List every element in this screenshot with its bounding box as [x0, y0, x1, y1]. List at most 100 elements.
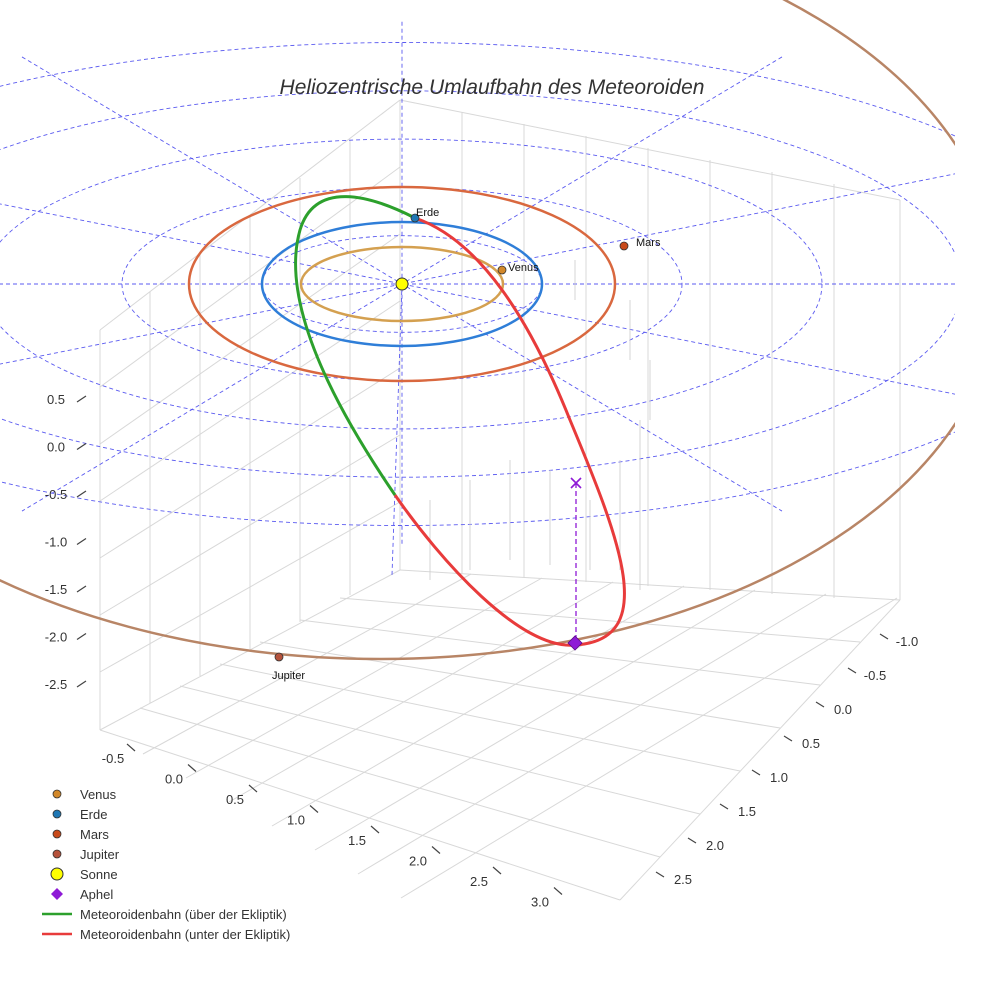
floor-grid-line	[185, 577, 543, 779]
floor-grid-line	[299, 619, 821, 686]
x-tick-label: -0.5	[102, 751, 124, 766]
meteoroid-orbit-below-segment	[393, 216, 626, 647]
orbit-erde	[260, 220, 544, 348]
y-tick-mark	[751, 769, 761, 776]
meteoroid-orbit	[294, 195, 626, 647]
z-tick-label: -1.0	[45, 535, 67, 550]
x-tick-mark	[553, 887, 563, 895]
wall-grid-line	[99, 367, 401, 559]
z-tick-label: 0.0	[47, 440, 65, 455]
x-tick-mark	[370, 825, 380, 834]
aphel-projection	[567, 477, 583, 651]
z-tick-mark	[76, 633, 87, 640]
y-tick-mark	[719, 803, 729, 810]
z-tick-label: -1.5	[45, 582, 67, 597]
y-axis-ticks: -1.0 -0.5 0.0 0.5 1.0 1.5 2.0 2.5	[655, 633, 918, 887]
z-tick-mark	[76, 490, 87, 498]
x-tick-label: 3.0	[531, 895, 549, 910]
wall-grid-line	[99, 300, 401, 502]
x-tick-mark	[431, 846, 441, 854]
z-tick-mark	[76, 538, 87, 545]
planet-erde-marker	[410, 213, 420, 223]
x-tick-mark	[309, 805, 319, 813]
y-tick-mark	[655, 871, 665, 878]
floor-grid-line	[314, 589, 756, 851]
y-tick-label: 0.5	[802, 736, 820, 751]
z-axis-ticks: 0.5 0.0 -0.5 -1.0 -1.5 -2.0 -2.5	[45, 392, 87, 692]
x-tick-mark	[492, 866, 502, 875]
legend-label-2: Mars	[80, 827, 109, 842]
ecliptic-reference-grid	[0, 21, 955, 576]
planet-venus-marker	[497, 265, 507, 275]
z-tick-label: 0.5	[47, 392, 65, 407]
legend-marker-2	[52, 829, 62, 839]
x-tick-label: 2.0	[409, 854, 427, 869]
legend-marker-0	[52, 789, 62, 799]
y-tick-label: -1.0	[896, 634, 918, 649]
y-tick-label: 1.5	[738, 804, 756, 819]
y-tick-label: 0.0	[834, 702, 852, 717]
z-tick-mark	[76, 680, 87, 688]
meteoroid-orbit-above-segment	[294, 195, 416, 496]
y-tick-label: 2.5	[674, 872, 692, 887]
orbit-mars	[187, 185, 617, 383]
floor-grid-line	[142, 573, 472, 755]
y-tick-mark	[687, 837, 697, 844]
box-edge	[619, 599, 901, 901]
x-tick-mark	[248, 784, 258, 793]
legend-label-5: Aphel	[80, 887, 113, 902]
wall-grid-line	[99, 434, 401, 616]
planet-mars-marker	[619, 241, 629, 251]
sun-marker	[395, 277, 409, 291]
legend-label-6: Meteoroidenbahn (über der Ekliptik)	[80, 907, 287, 922]
wall-grid-line	[99, 166, 401, 388]
floor-grid-line	[179, 685, 701, 815]
x-tick-mark	[187, 764, 197, 772]
y-tick-mark	[815, 701, 825, 708]
x-tick-label: 1.0	[287, 813, 305, 828]
scene-box-grid	[99, 99, 901, 901]
x-axis-ticks: -0.5 0.0 0.5 1.0 1.5 2.0 2.5 3.0	[102, 743, 563, 910]
floor-grid-line	[357, 593, 827, 875]
legend-marker-1	[52, 809, 62, 819]
wall-grid-line	[99, 233, 401, 445]
x-tick-label: 0.5	[226, 792, 244, 807]
legend-label-3: Jupiter	[80, 847, 120, 862]
y-tick-label: 1.0	[770, 770, 788, 785]
z-tick-label: -0.5	[45, 487, 67, 502]
legend: Venus Erde Mars Jupiter Sonne Aphel Meteoroide…	[42, 787, 290, 942]
floor-grid-line	[228, 581, 614, 803]
aphel-projection-marker	[570, 477, 582, 489]
aphel-marker	[567, 635, 583, 651]
legend-label-4: Sonne	[80, 867, 118, 882]
floor-grid-line	[219, 663, 741, 772]
legend-label-0: Venus	[80, 787, 117, 802]
x-tick-label: 0.0	[165, 772, 183, 787]
chart-title: Heliozentrische Umlaufbahn des Meteoroid…	[280, 76, 705, 99]
planet-jupiter-marker	[274, 652, 284, 662]
x-tick-mark	[126, 743, 136, 752]
planet-erde-label: Erde	[416, 207, 439, 219]
y-tick-label: 2.0	[706, 838, 724, 853]
floor-grid-line	[139, 707, 661, 858]
floor-grid-line	[339, 597, 861, 643]
floor-grid-line	[400, 597, 898, 899]
z-tick-mark	[76, 585, 87, 593]
orbit-drop-lines	[429, 260, 651, 590]
y-tick-label: -0.5	[864, 668, 886, 683]
y-tick-mark	[847, 667, 857, 674]
ecliptic-circle	[0, 90, 955, 478]
legend-label-7: Meteoroidenbahn (unter der Ekliptik)	[80, 927, 290, 942]
legend-marker-3	[52, 849, 62, 859]
planet-orbits	[0, 0, 955, 661]
x-tick-label: 1.5	[348, 833, 366, 848]
legend-marker-4	[50, 867, 64, 881]
y-tick-mark	[783, 735, 793, 742]
wall-grid-line	[99, 501, 401, 673]
z-tick-label: -2.0	[45, 630, 67, 645]
orbit-jupiter	[0, 0, 955, 661]
orbit-venus	[299, 245, 505, 323]
box-edge	[399, 99, 901, 201]
box-edge	[399, 569, 901, 601]
box-edge	[99, 729, 621, 901]
